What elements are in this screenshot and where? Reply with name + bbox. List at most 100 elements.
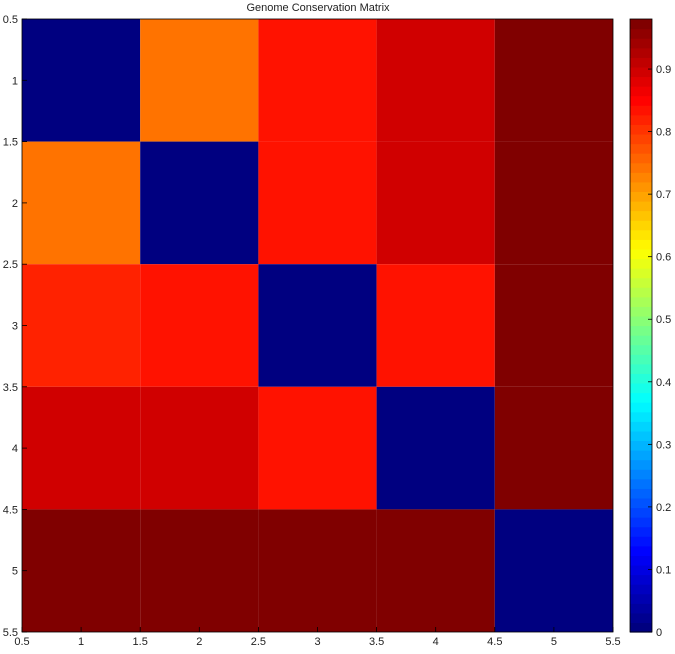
x-tick-label: 0.5 — [14, 636, 29, 648]
colorbar-band — [630, 564, 652, 576]
colorbar-band — [630, 373, 652, 384]
colorbar-band — [630, 47, 652, 58]
colorbar-band — [630, 622, 652, 633]
y-axis: 0.5 1 1.5 2 2.5 3 3.5 4 4.5 5 5.5 — [3, 14, 27, 639]
colorbar-band — [630, 315, 652, 327]
heatmap-cell — [376, 19, 495, 142]
colorbar-band — [630, 268, 652, 279]
colorbar-band — [630, 153, 652, 164]
colorbar-band — [630, 19, 652, 30]
x-tick-label: 2.5 — [251, 636, 266, 648]
y-tick-label: 5.5 — [3, 627, 18, 639]
heatmap-cell — [258, 141, 377, 265]
colorbar-band — [630, 191, 652, 202]
colorbar-band — [630, 344, 652, 355]
colorbar-band — [630, 124, 652, 135]
colorbar-band — [630, 545, 652, 556]
colorbar-band — [630, 172, 652, 183]
heatmap-cell — [258, 19, 377, 142]
x-tick-label: 3.5 — [369, 636, 384, 648]
colorbar-band — [630, 200, 652, 212]
colorbar-band — [630, 478, 652, 489]
y-tick-label: 3.5 — [3, 382, 18, 394]
heatmap-cell — [140, 509, 259, 632]
y-tick-label: 4.5 — [3, 504, 18, 516]
colorbar-tick-label: 0.9 — [656, 64, 671, 76]
colorbar-band — [630, 143, 652, 154]
colorbar-band — [630, 574, 652, 585]
heatmap-cell — [22, 19, 141, 142]
colorbar-band — [630, 162, 652, 173]
chart-title: Genome Conservation Matrix — [246, 2, 390, 14]
colorbar-band — [630, 38, 652, 49]
colorbar-band — [630, 335, 652, 346]
colorbar-band — [630, 392, 652, 403]
colorbar-band — [630, 325, 652, 336]
colorbar-band — [630, 584, 652, 595]
colorbar-band — [630, 450, 652, 461]
heatmap-cells — [21, 18, 614, 633]
y-tick-label: 2.5 — [3, 259, 18, 271]
colorbar-band — [630, 363, 652, 374]
heatmap-cell — [494, 386, 613, 510]
colorbar-band — [630, 105, 652, 116]
colorbar-band — [630, 229, 652, 240]
colorbar-band — [630, 95, 652, 106]
x-tick-label: 3 — [314, 636, 320, 648]
colorbar-band — [630, 57, 652, 68]
heatmap-cell — [258, 509, 377, 632]
heatmap-cell — [376, 264, 495, 387]
colorbar-tick-label: 0.5 — [656, 314, 671, 326]
colorbar-tick-label: 0.3 — [656, 439, 671, 451]
colorbar-band — [630, 287, 652, 298]
y-tick-label: 1.5 — [3, 137, 18, 149]
colorbar-band — [630, 239, 652, 250]
colorbar-band — [630, 28, 652, 39]
colorbar-band — [630, 133, 652, 145]
y-tick-label: 1 — [12, 75, 18, 87]
colorbar-band — [630, 210, 652, 221]
colorbar-band — [630, 536, 652, 547]
colorbar-tick-label: 0.4 — [656, 377, 671, 389]
heatmap-cell — [376, 509, 495, 632]
colorbar-band — [630, 402, 652, 413]
colorbar-band — [630, 507, 652, 518]
heatmap-cell — [140, 141, 259, 265]
colorbar-band — [630, 181, 652, 193]
y-tick-label: 2 — [12, 198, 18, 210]
colorbar-band — [630, 593, 652, 604]
colorbar-band — [630, 488, 652, 499]
colorbar-band — [630, 459, 652, 470]
heatmap-cell — [258, 386, 377, 510]
colorbar-band — [630, 421, 652, 432]
heatmap-cell — [494, 141, 613, 265]
x-tick-label: 4.5 — [487, 636, 502, 648]
x-tick-label: 5 — [551, 636, 557, 648]
heatmap-cell — [258, 264, 377, 387]
x-tick-label: 4 — [433, 636, 439, 648]
y-tick-label: 5 — [12, 566, 18, 578]
colorbar-band — [630, 306, 652, 317]
colorbar-band — [630, 411, 652, 422]
colorbar-band — [630, 469, 652, 480]
colorbar-band — [630, 517, 652, 528]
colorbar-tick-label: 0.7 — [656, 189, 671, 201]
heatmap-cell — [140, 264, 259, 387]
heatmap-cell — [22, 264, 141, 387]
colorbar-tick-label: 0 — [656, 627, 662, 639]
colorbar-band — [630, 296, 652, 307]
heatmap-cell — [22, 386, 141, 510]
heatmap-cell — [494, 509, 613, 632]
colorbar-band — [630, 66, 652, 78]
heatmap-cell — [22, 141, 141, 265]
colorbar-band — [630, 277, 652, 288]
colorbar-tick-label: 0.2 — [656, 502, 671, 514]
y-tick-label: 4 — [12, 443, 18, 455]
colorbar-band — [630, 497, 652, 509]
colorbar-band — [630, 603, 652, 614]
colorbar-tick-label: 0.6 — [656, 252, 671, 264]
colorbar: 0 0.1 0.2 0.3 0.4 0.5 0.6 0.7 0.8 0.9 — [629, 18, 671, 639]
colorbar-frame — [629, 18, 653, 633]
